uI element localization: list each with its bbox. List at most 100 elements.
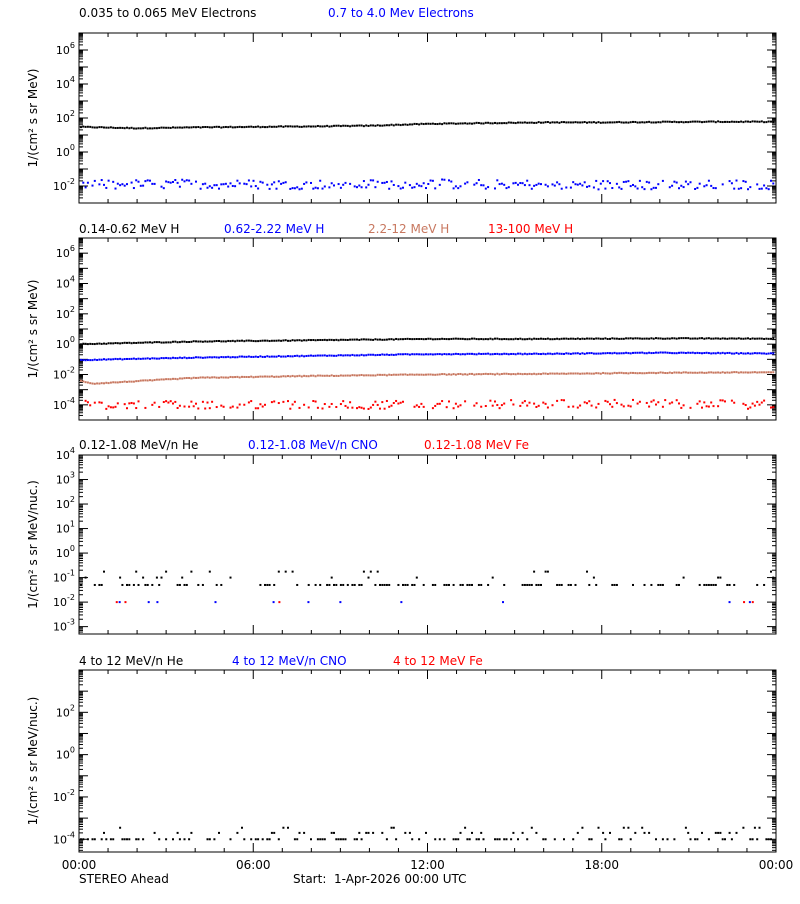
data-point [763,184,766,187]
data-point [282,375,285,378]
data-point [310,354,312,357]
data-point [342,354,345,357]
data-point [655,337,657,340]
data-point [707,371,710,374]
data-point [712,371,715,374]
data-point [270,831,273,834]
data-point [666,372,669,375]
data-point [252,376,255,379]
data-point [298,339,301,342]
data-point [620,337,623,340]
data-point [229,356,232,359]
data-point [220,126,223,129]
data-point [259,126,262,129]
data-point [107,126,110,129]
data-point [565,372,568,375]
data-point [277,125,280,128]
data-point [505,372,508,375]
data-point [204,182,207,185]
data-point [272,601,275,604]
y-tick-label: 10-2 [53,366,75,382]
x-tick-label: 06:00 [236,858,271,872]
data-point [650,188,653,191]
data-point [385,180,388,183]
data-point [165,180,168,183]
data-point [195,376,197,379]
data-point [445,338,448,341]
data-point [277,339,280,342]
data-point [744,337,747,340]
data-point [710,401,713,404]
data-point [537,182,540,185]
data-point [395,838,398,841]
data-point [381,181,384,184]
data-point [199,356,202,359]
data-point [353,583,356,586]
data-point [342,183,345,186]
data-point [381,338,384,341]
data-point [756,838,759,841]
data-point [480,353,483,356]
data-point [337,838,340,841]
legend-entry: 4 to 12 MeV/n He [79,654,183,668]
data-point [480,831,483,834]
data-point [144,357,147,360]
data-point [431,373,434,376]
data-point [144,126,147,129]
data-point [747,188,749,191]
data-point [214,601,217,604]
data-point [625,337,628,340]
data-point [668,186,671,189]
data-point [346,338,349,341]
data-point [758,187,761,190]
data-point [222,183,225,186]
data-point [772,337,775,340]
data-point [397,583,400,586]
data-point [328,405,331,408]
data-point [372,179,375,182]
data-point [767,371,770,374]
data-point [268,340,271,343]
data-point [114,357,117,360]
data-point [114,381,117,384]
data-point [620,352,623,355]
data-point [250,125,253,128]
data-point [399,401,402,404]
data-point [763,371,766,374]
data-point [438,373,441,376]
data-point [245,375,248,378]
data-point [519,352,522,355]
data-point [445,353,448,356]
data-point [172,377,174,380]
data-point [581,121,584,124]
data-point [397,123,400,126]
data-point [572,337,575,340]
data-point [609,831,611,834]
data-point [234,340,237,343]
data-point [710,352,713,355]
data-point [82,125,85,128]
data-point [312,400,315,403]
data-point [491,338,494,341]
data-point [349,374,352,377]
data-point [434,353,437,356]
data-point [634,831,637,834]
data-point [510,338,513,341]
data-point [473,353,476,356]
data-point [652,371,655,374]
data-point [149,341,151,344]
data-point [344,838,347,841]
data-point [121,342,124,345]
data-point [174,179,177,182]
y-tick-label: 10-1 [53,569,75,585]
data-point [694,337,697,340]
data-point [588,583,591,586]
data-point [691,371,694,374]
data-point [339,838,342,841]
data-point [413,583,416,586]
data-point [675,121,678,124]
data-point [466,122,469,125]
data-point [388,187,391,190]
data-point [710,120,713,123]
data-point [436,373,439,376]
